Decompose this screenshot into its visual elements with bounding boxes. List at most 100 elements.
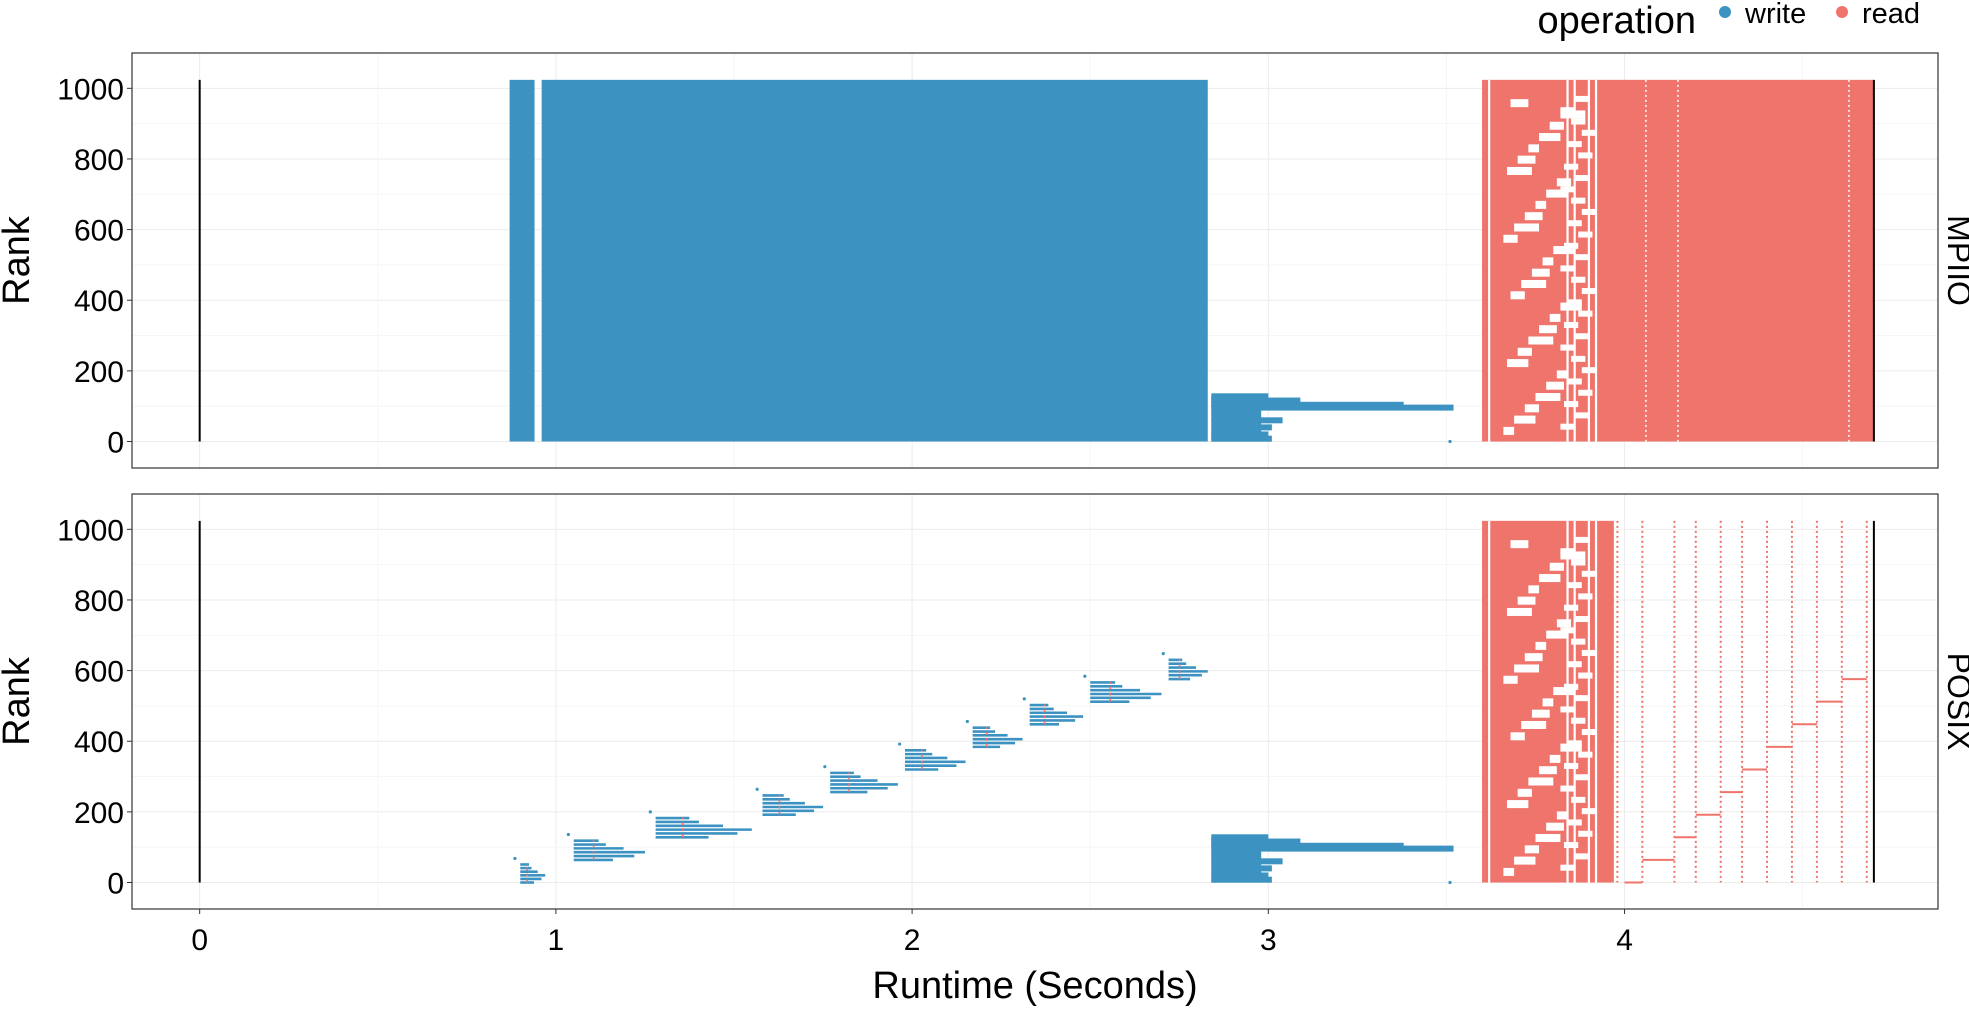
read-block-hole [1506, 166, 1532, 175]
read-block-hole [1556, 178, 1572, 187]
write-tail [1211, 404, 1454, 411]
facet-strip-label: MPIIO [1941, 215, 1969, 306]
read-block-hole [1539, 133, 1561, 142]
read-block-hole [1549, 562, 1564, 571]
read-block-hole [1517, 596, 1536, 605]
read-block-hole [1521, 279, 1547, 288]
read-block-hole [1506, 359, 1529, 368]
read-block-hole [1524, 653, 1543, 662]
x-tick-label: 4 [1616, 924, 1633, 957]
read-block-hole [1571, 118, 1586, 125]
data-marks [198, 520, 1875, 885]
read-block-hole [1549, 313, 1561, 322]
x-tick-label: 0 [191, 924, 208, 957]
read-block-hole [1560, 743, 1582, 752]
read-block-hole [1563, 762, 1579, 769]
y-tick-label: 200 [74, 356, 124, 389]
y-axis-title: Rank [0, 215, 38, 305]
read-block-hole [1578, 152, 1593, 159]
x-axis-title: Runtime (Seconds) [872, 965, 1197, 1007]
write-stair-group [898, 742, 966, 771]
read-block-hole [1524, 212, 1543, 221]
read-block-hole [1560, 706, 1575, 713]
read-block-hole [1581, 288, 1597, 295]
panel-border [131, 52, 1939, 469]
read-block-hole [1528, 585, 1540, 594]
facet-panels: 0 200 400 600 800 1000 Rank MPIIO 0 200 400 600 800 1… [0, 52, 1969, 910]
read-block-hole [1574, 774, 1589, 781]
y-tick-label: 0 [107, 427, 124, 460]
read-block-hole [1571, 276, 1586, 283]
read-block-hole [1581, 729, 1597, 736]
write-stair-point [566, 832, 570, 837]
write-stair-group [965, 719, 1023, 749]
read-block-hole [1578, 310, 1593, 317]
y-axis-title: Rank [0, 656, 38, 746]
x-axis: 0 1 2 3 4 [191, 909, 1633, 957]
legend-write-dot [1719, 6, 1731, 18]
read-block-hole [1567, 582, 1582, 589]
y-tick-label: 800 [74, 585, 124, 618]
write-stair-point [1022, 697, 1026, 701]
read-block-hole [1549, 121, 1564, 130]
read-block-hole [1556, 370, 1568, 379]
read-block-hole [1510, 99, 1529, 108]
read-block-hole [1563, 321, 1579, 328]
read-block-hole [1567, 220, 1582, 227]
read-block-hole [1567, 141, 1582, 148]
write-tail [1211, 845, 1454, 852]
read-block-hole [1574, 616, 1589, 623]
legend: operation write read [1538, 0, 1921, 42]
read-block-hole [1531, 709, 1550, 718]
read-block-hole [1560, 551, 1586, 560]
read-block-hole [1574, 536, 1589, 543]
read-block-hole [1535, 200, 1547, 209]
write-stair-point [648, 810, 652, 814]
read-block-hole [1503, 675, 1518, 684]
read-block-hole [1535, 834, 1561, 843]
read-block-hole [1578, 751, 1593, 758]
legend-read-dot [1836, 6, 1848, 18]
write-stair-group [566, 832, 645, 862]
read-block-hole [1581, 208, 1597, 215]
read-block-hole [1514, 664, 1540, 673]
read-block-hole [1506, 800, 1529, 809]
read-block-hole [1503, 867, 1515, 876]
read-block-hole [1578, 593, 1593, 600]
read-block-hole [1560, 864, 1575, 871]
read-block-hole [1567, 661, 1582, 668]
read-block-hole [1567, 819, 1582, 826]
read-block-hole [1539, 574, 1561, 583]
read-block-hole [1535, 393, 1561, 402]
write-point [1448, 439, 1452, 444]
write-stair-point [1161, 652, 1165, 656]
read-block-hole [1553, 246, 1575, 255]
write-stair-point [965, 719, 969, 724]
read-block-hole [1556, 619, 1572, 628]
read-block-hole [1563, 683, 1579, 690]
write-block [541, 79, 1208, 442]
read-block-hole [1560, 548, 1575, 555]
read-block-hole [1517, 155, 1536, 164]
write-stair-point [755, 787, 759, 791]
read-block-hole [1571, 559, 1586, 566]
write-point [1448, 880, 1452, 885]
read-block-hole [1546, 822, 1564, 831]
read-block-hole [1524, 404, 1540, 413]
read-block-hole [1542, 698, 1554, 707]
read-block-hole [1571, 796, 1586, 803]
read-block-hole [1549, 754, 1561, 763]
read-block-hole [1563, 242, 1579, 249]
read-block-hole [1553, 687, 1575, 696]
read-block-hole [1560, 107, 1575, 114]
read-block-hole [1539, 766, 1557, 775]
read-block-hole [1546, 381, 1564, 390]
read-block-hole [1560, 785, 1575, 792]
read-block-hole [1581, 129, 1597, 136]
write-stair-group [513, 856, 546, 884]
write-tail-block [1211, 395, 1262, 442]
read-block-hole [1574, 95, 1589, 102]
read-block-hole [1578, 231, 1593, 238]
y-tick-label: 400 [74, 726, 124, 759]
